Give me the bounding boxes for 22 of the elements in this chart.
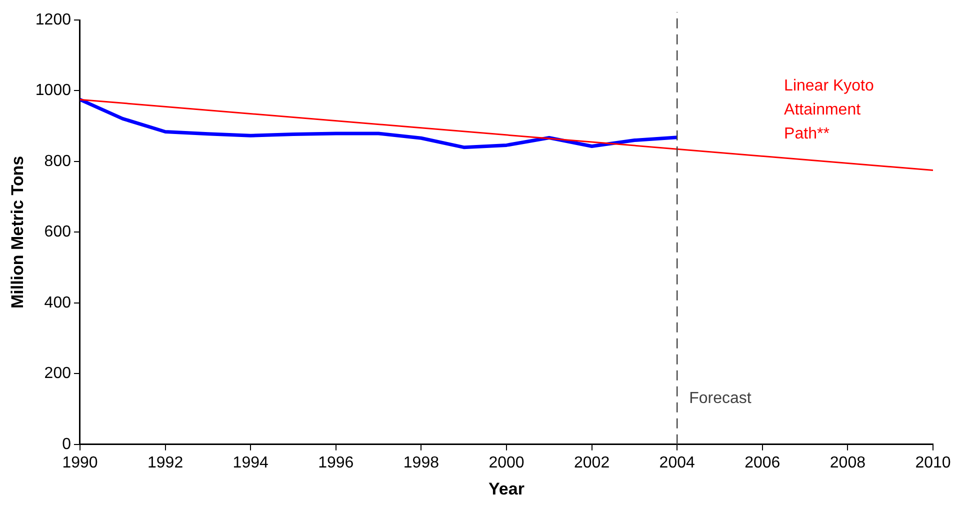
x-tick-label: 2010 bbox=[915, 454, 951, 472]
x-tick-label: 1996 bbox=[318, 454, 354, 472]
x-tick-label: 1994 bbox=[232, 454, 268, 472]
y-tick-label: 600 bbox=[44, 224, 72, 241]
y-tick-label: 1000 bbox=[35, 82, 72, 100]
x-tick-label: 1992 bbox=[147, 454, 184, 472]
y-tick-label: 200 bbox=[44, 365, 72, 382]
y-axis-title: Million Metric Tons bbox=[8, 156, 27, 309]
x-tick-label: 2000 bbox=[488, 454, 524, 472]
y-tick-label: 400 bbox=[44, 294, 72, 312]
y-tick-label: 800 bbox=[44, 152, 72, 170]
x-tick-label: 2002 bbox=[574, 454, 610, 472]
x-tick-label: 2008 bbox=[830, 454, 866, 472]
series-label: Linear Kyoto Attainment Path** bbox=[784, 78, 874, 143]
x-tick-label: 2004 bbox=[659, 454, 695, 472]
x-tick-label: 1990 bbox=[62, 454, 98, 472]
x-tick-label: 1998 bbox=[403, 454, 440, 472]
ref-line-label: Forecast bbox=[689, 390, 752, 407]
y-tick-label: 0 bbox=[62, 436, 72, 453]
x-tick-label: 2006 bbox=[744, 454, 780, 472]
y-tick-label: 1200 bbox=[35, 11, 72, 28]
x-axis-title: Year bbox=[488, 479, 525, 498]
